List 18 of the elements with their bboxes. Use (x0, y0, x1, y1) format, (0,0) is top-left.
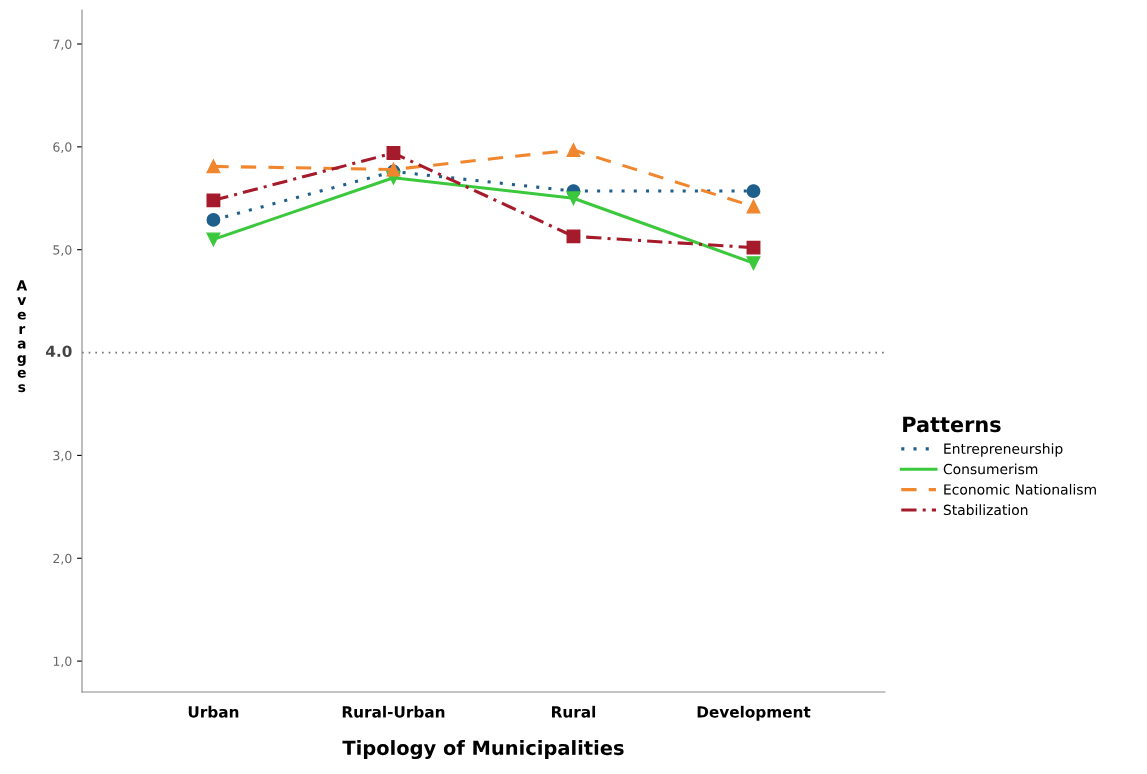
y-tick-label: 5,0 (53, 245, 72, 256)
x-axis-title: Tipology of Municipalities (342, 740, 624, 760)
y-tick-label: 2,0 (53, 553, 72, 565)
y-tick-label: 3,0 (53, 450, 72, 462)
y-axis-title: Averages (16, 280, 28, 393)
legend-label: Entrepreneurship (944, 443, 1063, 457)
x-tick-label: Rural (552, 705, 596, 718)
x-tick-label: Rural-Urban (342, 705, 445, 718)
ref-line-label: 4.0 (46, 345, 72, 357)
y-tick-label: 1,0 (53, 656, 72, 668)
x-tick-label: Urban (188, 705, 239, 718)
legend-label: Consumerism (943, 463, 1038, 475)
y-tick-label: 6,0 (53, 142, 72, 154)
legend-label: Stabilization (943, 504, 1028, 516)
x-tick-label: Development (697, 705, 811, 721)
legend-title: Patterns (903, 416, 1001, 433)
legend-label: Economic Nationalism (944, 483, 1096, 495)
y-tick-label: 7,0 (53, 39, 72, 51)
